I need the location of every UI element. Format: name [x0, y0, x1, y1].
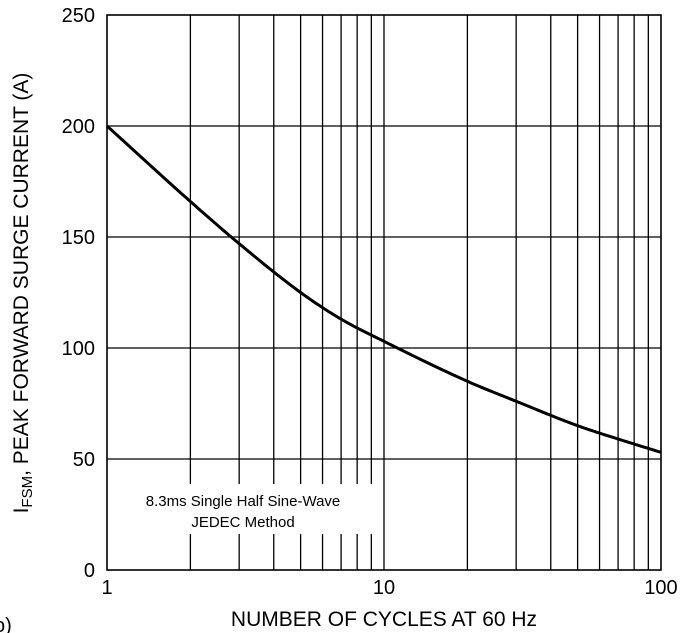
- x-tick-labels: 1 10 100: [101, 577, 677, 599]
- edge-fragment-text: o): [0, 615, 12, 633]
- y-axis-label: IFSM, PEAK FORWARD SURGE CURRENT (A): [10, 73, 36, 514]
- y-tick-label: 0: [84, 560, 95, 582]
- y-tick-label: 50: [73, 449, 95, 471]
- y-tick-label: 100: [62, 338, 95, 360]
- y-axis-label-subscript: FSM: [19, 476, 36, 508]
- x-axis-label: NUMBER OF CYCLES AT 60 Hz: [231, 608, 537, 631]
- annotation-box: 8.3ms Single Half Sine-Wave JEDEC Method: [107, 484, 380, 534]
- plot-frame: [106, 14, 662, 571]
- y-axis-label-prefix: I: [10, 508, 33, 514]
- y-tick-label: 250: [62, 5, 95, 27]
- x-tick-label: 10: [373, 577, 395, 599]
- y-tick-label: 200: [62, 116, 95, 138]
- annotation-line-2: JEDEC Method: [191, 514, 294, 531]
- y-tick-label: 150: [62, 227, 95, 249]
- x-tick-label: 100: [644, 577, 677, 599]
- series-line: [105, 124, 662, 454]
- y-axis-label-text: , PEAK FORWARD SURGE CURRENT (A): [10, 73, 33, 476]
- y-tick-labels: 0 50 100 150 200 250: [62, 5, 95, 582]
- grid-lines: [107, 15, 661, 570]
- x-tick-label: 1: [101, 577, 112, 599]
- annotation-line-1: 8.3ms Single Half Sine-Wave: [146, 493, 341, 510]
